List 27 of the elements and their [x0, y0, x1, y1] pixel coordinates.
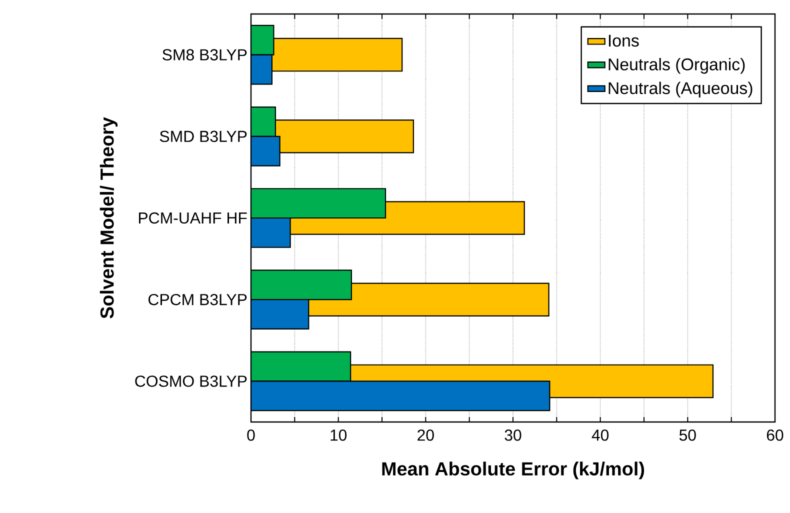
legend-label: Neutrals (Organic): [608, 58, 745, 74]
bar: [251, 106, 276, 137]
x-tick-label: 10: [330, 430, 347, 441]
y-tick-label: COSMO B3LYP: [135, 376, 247, 387]
x-axis-title: Mean Absolute Error (kJ/mol): [382, 462, 644, 480]
y-tick-label: SM8 B3LYP: [162, 49, 247, 60]
x-tick-label: 60: [766, 430, 784, 441]
bar: [251, 299, 310, 330]
y-tick-label: PCM-UAHF HF: [138, 212, 247, 224]
y-tick-label: CPCM B3LYP: [148, 294, 247, 306]
legend-label: Ions: [608, 34, 639, 47]
bar: [251, 188, 386, 219]
x-tick-label: 40: [592, 430, 609, 441]
x-tick-label: 20: [418, 430, 434, 441]
y-tick-label: SMD B3LYP: [160, 130, 247, 142]
bar: [251, 270, 352, 300]
bar: [251, 217, 291, 248]
bar: [251, 351, 352, 382]
bar: [251, 380, 550, 412]
x-tick-label: 50: [679, 430, 696, 441]
bar: [251, 54, 273, 85]
bar: [251, 24, 274, 56]
x-tick-label: 30: [504, 430, 522, 441]
legend-label: Neutrals (Aqueous): [608, 82, 752, 98]
x-tick-label: 0: [247, 430, 255, 441]
y-axis-title: Solvent Model/ Theory: [100, 117, 118, 318]
bar: [251, 136, 280, 166]
